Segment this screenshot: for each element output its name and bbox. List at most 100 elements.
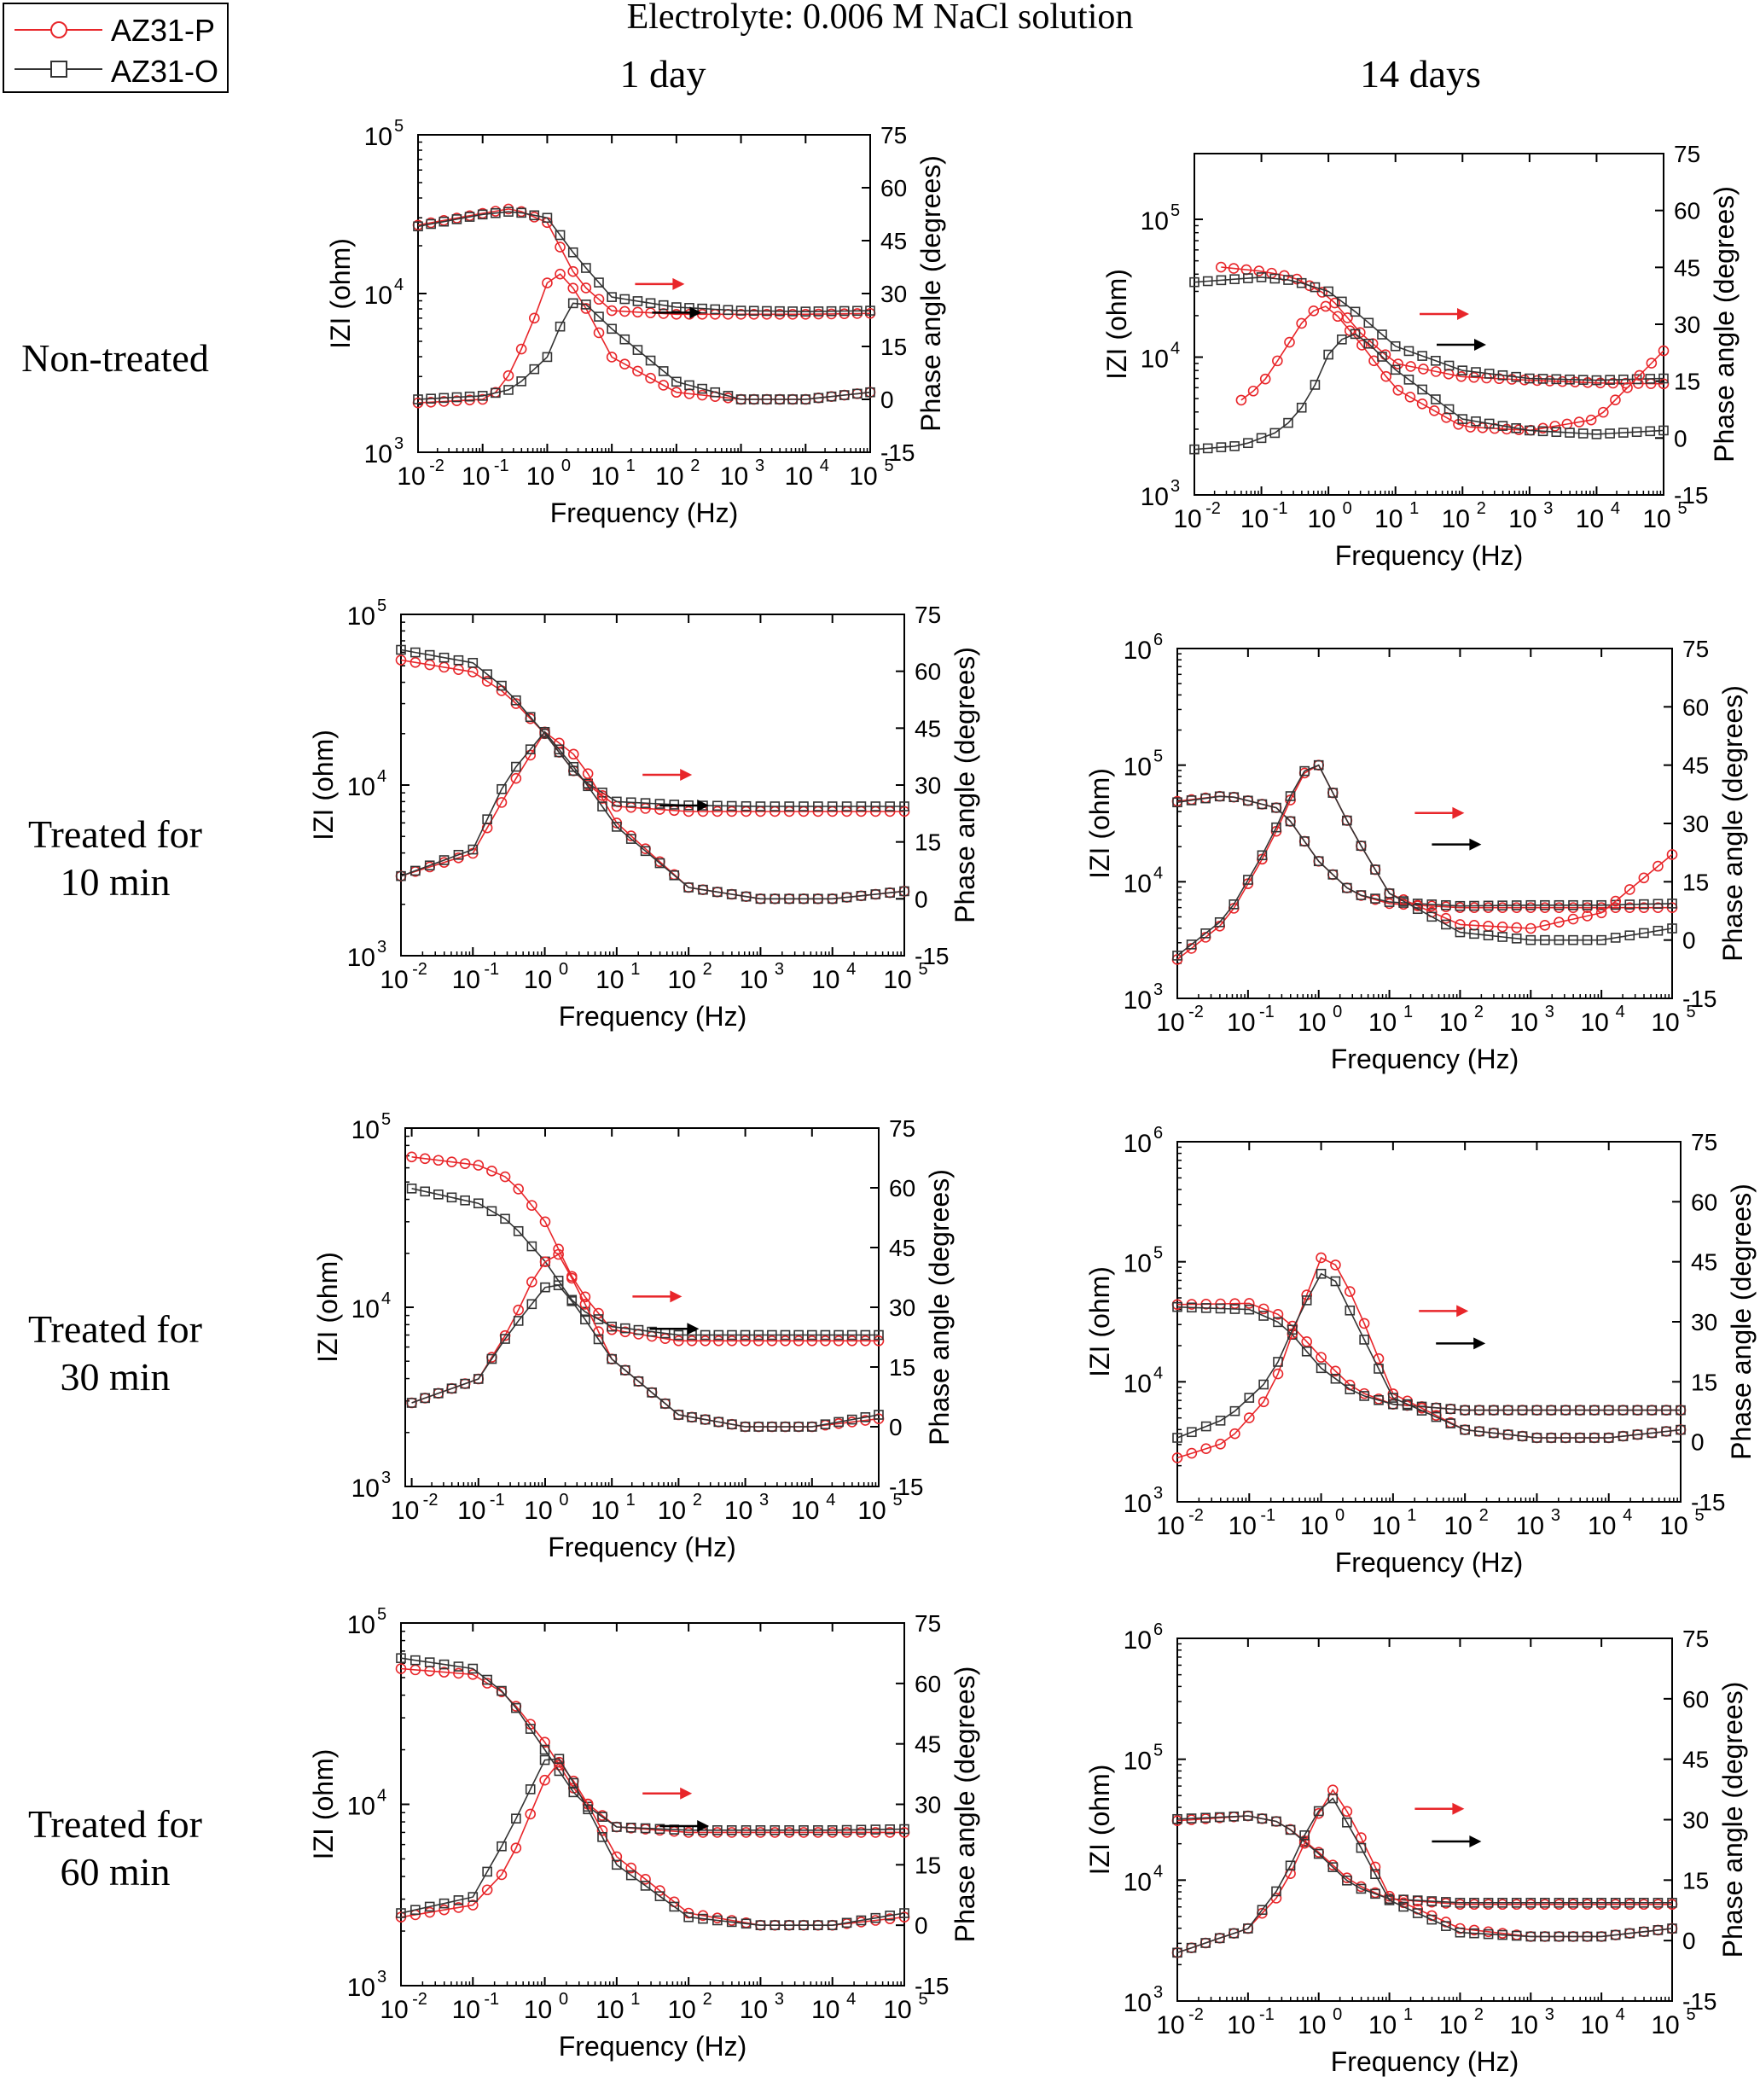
data-point [1403,375,1414,385]
data-point [453,1902,464,1913]
row-label-line: Non-treated [21,336,209,380]
data-point [686,1335,698,1347]
data-point [1257,799,1268,810]
data-point [539,1774,550,1786]
data-point [1200,928,1211,939]
data-point [1676,1405,1686,1416]
y-axis-label: IZI (ohm) [325,238,356,349]
row-label-non-treated: Non-treated [0,334,230,382]
x-tick-label: 10 [1659,1512,1687,1540]
data-point [800,394,811,404]
data-point [1243,1412,1255,1423]
data-point [513,1304,525,1316]
data-point [1342,1875,1352,1886]
data-point [700,1329,711,1341]
data-point [1214,791,1225,802]
data-point [673,1329,684,1341]
data-point [1259,373,1271,385]
data-point [607,323,617,334]
data-point [593,327,605,339]
data-point [1638,872,1650,884]
y-tick-label: 10 [347,602,375,631]
data-point [1582,1931,1593,1942]
data-point [1658,345,1670,357]
data-point [477,391,488,401]
data-point [1441,899,1451,910]
y2-tick-label: 30 [880,281,907,307]
data-point [424,860,435,871]
data-point [482,1866,492,1877]
data-point [827,893,838,905]
x-tick-label-exponent: -2 [1188,1506,1204,1525]
y2-tick-label: 30 [1674,311,1700,338]
data-point [1269,428,1281,439]
data-point [1676,1424,1686,1435]
data-point [800,306,811,317]
data-point [1575,1405,1585,1416]
data-point [1426,911,1438,922]
data-point [1653,925,1664,936]
y2-axis-label: Phase angle (degrees) [915,155,946,432]
series-az31-o-phase [1172,759,1677,961]
data-point [439,855,450,865]
data-point [1229,1405,1240,1416]
x-tick-label-exponent: 1 [1403,2005,1413,2024]
data-point [860,1335,871,1347]
data-point [1596,899,1606,910]
data-point [594,311,604,322]
y-tick-label: 10 [1124,986,1152,1015]
data-point [439,1904,450,1916]
data-point [439,652,450,663]
data-point [1525,425,1535,436]
data-point [606,352,618,363]
data-point [553,1248,564,1260]
data-point [1229,274,1240,285]
x-tick-label: 10 [1510,1009,1538,1037]
data-point [539,726,550,737]
data-point [723,305,734,316]
y-tick-label-exponent: 6 [1153,631,1163,649]
data-point [741,891,752,902]
data-point [526,1276,537,1288]
y-tick-label: 10 [1124,1989,1152,2017]
series-az31-o-phase [1172,1268,1686,1443]
data-point [482,669,492,679]
data-point [1283,275,1293,285]
series-line [400,649,904,807]
data-point [658,300,669,311]
data-point [1258,1396,1269,1408]
data-point [1511,422,1521,433]
x-tick-label-exponent: 5 [884,457,893,475]
data-point [496,1869,508,1881]
data-point [453,1667,464,1679]
data-point [1271,802,1281,813]
data-point [1554,1931,1565,1942]
data-point [856,890,867,901]
data-point [713,1335,724,1347]
data-point [633,1376,644,1387]
y2-tick-label: 45 [915,1731,941,1758]
data-point [525,744,536,754]
data-point [741,800,752,811]
data-point [813,393,824,404]
data-point [1597,406,1609,418]
series-az31-o-phase [413,298,875,404]
data-point [593,294,605,305]
y2-tick-label: 0 [1682,1928,1696,1954]
data-point [1350,329,1361,340]
y2-tick-label: 15 [1682,1867,1709,1893]
data-point [813,1920,823,1930]
data-point [873,1335,885,1347]
data-point [583,781,593,792]
data-point [464,212,475,222]
data-point [1229,1428,1240,1440]
data-point [806,1335,818,1347]
data-point [1337,296,1347,307]
y2-tick-label: 45 [1674,254,1700,281]
data-point [593,1334,604,1345]
y2-axis-label: Phase angle (degrees) [1717,1682,1748,1958]
data-point [1568,1898,1578,1908]
x-tick-label-exponent: 5 [1694,1506,1704,1525]
data-point [748,305,759,317]
data-point [424,1906,436,1918]
